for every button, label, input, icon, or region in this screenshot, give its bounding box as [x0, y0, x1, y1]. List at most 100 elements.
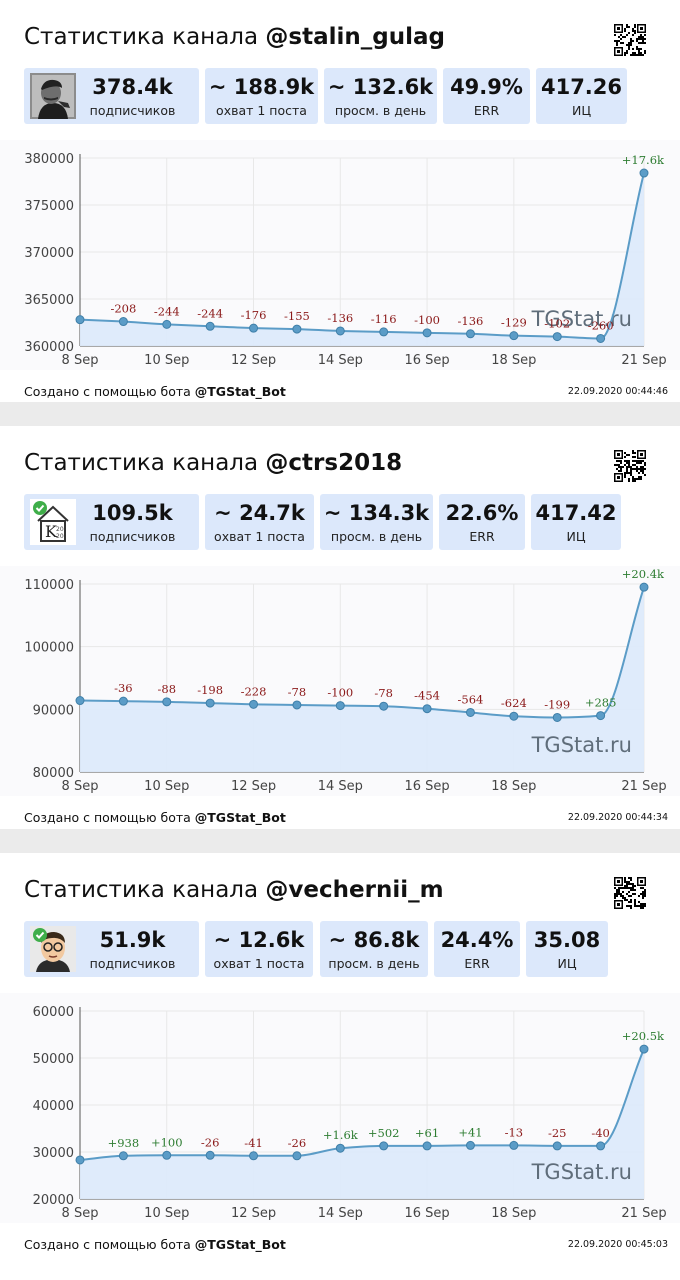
data-point	[639, 1044, 649, 1054]
data-point	[509, 331, 519, 341]
subscribers-card: 51.9k подписчиков	[24, 921, 199, 977]
views-card: ~ 132.6k просм. в день	[324, 68, 437, 124]
data-label: +502	[368, 1126, 400, 1140]
x-tick-label: 8 Sep	[62, 353, 99, 368]
data-point	[118, 317, 128, 327]
subscribers-card: K 20 20 109.5k подписчиков	[24, 494, 199, 550]
subscribers-label: подписчиков	[89, 529, 176, 544]
qr-code-icon	[614, 450, 646, 482]
data-point	[162, 697, 172, 707]
data-point	[596, 1141, 606, 1151]
x-tick-label: 12 Sep	[231, 779, 276, 794]
ic-card: 35.08 ИЦ	[526, 921, 608, 977]
panel-separator	[0, 402, 680, 426]
ic-value: 35.08	[533, 928, 601, 952]
k-house-logo-icon: K 20 20	[30, 499, 76, 545]
y-tick-label: 40000	[33, 1099, 74, 1114]
watermark: TGStat.ru	[531, 733, 632, 757]
ic-label: ИЦ	[566, 529, 586, 544]
data-label: -244	[154, 304, 180, 318]
x-tick-label: 10 Sep	[144, 779, 189, 794]
data-label: -176	[241, 308, 267, 322]
x-tick-label: 18 Sep	[491, 1206, 536, 1221]
data-label: -208	[110, 302, 136, 316]
x-tick-label: 10 Sep	[144, 353, 189, 368]
data-label: -36	[114, 681, 133, 695]
data-point	[249, 1151, 259, 1161]
data-point	[118, 1151, 128, 1161]
cartoon-face-icon	[30, 926, 76, 972]
area-fill	[80, 587, 644, 772]
data-point	[422, 328, 432, 338]
data-point	[422, 1141, 432, 1151]
x-tick-label: 14 Sep	[318, 779, 363, 794]
err-label: ERR	[473, 103, 500, 118]
data-point	[422, 704, 432, 714]
err-value: 22.6%	[445, 501, 519, 525]
bot-link[interactable]: @TGStat_Bot	[194, 1237, 286, 1252]
data-label: +17.6k	[622, 153, 665, 167]
data-point	[596, 711, 606, 721]
x-tick-label: 8 Sep	[62, 1206, 99, 1221]
channel-handle[interactable]: @vechernii_m	[265, 877, 444, 903]
data-point	[205, 1150, 215, 1160]
err-card: 22.6% ERR	[439, 494, 525, 550]
data-point	[379, 701, 389, 711]
panel-title: Статистика канала @stalin_gulag	[24, 24, 445, 50]
svg-text:20: 20	[56, 533, 64, 540]
reach-value: ~ 12.6k	[213, 928, 305, 952]
data-label: +20.5k	[622, 1029, 665, 1043]
reach-card: ~ 24.7k охват 1 поста	[205, 494, 314, 550]
data-point	[205, 698, 215, 708]
data-point	[465, 707, 475, 717]
views-label: просм. в день	[330, 529, 423, 544]
data-label: -228	[241, 684, 267, 698]
bot-link[interactable]: @TGStat_Bot	[194, 384, 286, 399]
timestamp: 22.09.2020 00:44:46	[567, 386, 668, 397]
y-tick-label: 90000	[33, 703, 74, 718]
svg-text:K: K	[45, 522, 58, 541]
reach-label: охват 1 поста	[216, 103, 307, 118]
ic-card: 417.26 ИЦ	[536, 68, 627, 124]
timestamp: 22.09.2020 00:45:03	[567, 1239, 668, 1250]
err-card: 24.4% ERR	[434, 921, 520, 977]
data-label: +938	[108, 1136, 140, 1150]
data-point	[249, 323, 259, 333]
ic-label: ИЦ	[557, 956, 577, 971]
data-point	[335, 1143, 345, 1153]
data-label: -25	[548, 1126, 567, 1140]
data-point	[162, 1150, 172, 1160]
stalin-portrait-icon	[30, 73, 76, 119]
x-tick-label: 16 Sep	[404, 353, 449, 368]
subscribers-value: 109.5k	[92, 501, 173, 525]
bot-link[interactable]: @TGStat_Bot	[194, 810, 286, 825]
views-card: ~ 86.8k просм. в день	[320, 921, 428, 977]
data-label: -198	[197, 683, 223, 697]
subscribers-value: 378.4k	[92, 75, 173, 99]
data-label: -102	[544, 317, 570, 331]
channel-handle[interactable]: @stalin_gulag	[265, 24, 445, 50]
err-card: 49.9% ERR	[443, 68, 530, 124]
err-label: ERR	[464, 956, 490, 971]
y-tick-label: 60000	[33, 1005, 74, 1020]
ic-card: 417.42 ИЦ	[531, 494, 621, 550]
data-label: -100	[327, 686, 353, 700]
qr-code-icon	[614, 877, 646, 909]
views-value: ~ 132.6k	[327, 75, 434, 99]
data-label: +61	[415, 1126, 439, 1140]
data-point	[639, 168, 649, 178]
reach-label: охват 1 поста	[214, 529, 305, 544]
data-point	[335, 701, 345, 711]
data-label: -244	[197, 306, 223, 320]
data-point	[292, 700, 302, 710]
data-label: -78	[374, 686, 393, 700]
data-point	[639, 582, 649, 592]
channel-handle[interactable]: @ctrs2018	[265, 450, 403, 476]
data-point	[292, 324, 302, 334]
data-point	[465, 329, 475, 339]
data-label: -41	[244, 1136, 263, 1150]
reach-value: ~ 24.7k	[214, 501, 305, 525]
data-point	[292, 1151, 302, 1161]
y-tick-label: 370000	[24, 246, 74, 261]
y-tick-label: 50000	[33, 1052, 74, 1067]
